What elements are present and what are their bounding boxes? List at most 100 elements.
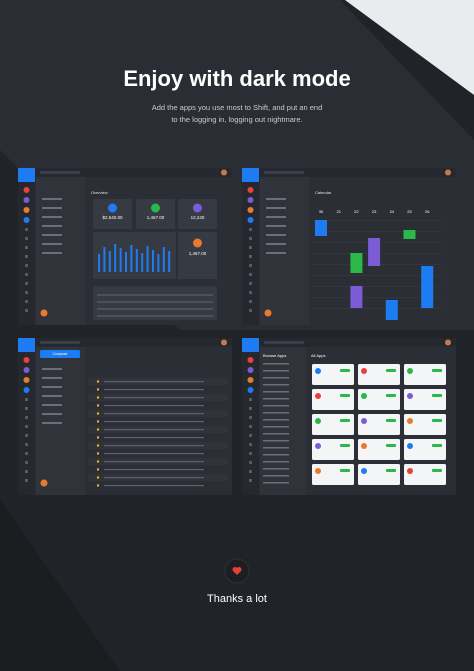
category-item [263,391,289,393]
mail-text [104,389,204,391]
screens: Overview $2,540.00 1,467.00 12,240 1,467.00 C… [18,168,456,495]
category-item [263,412,289,414]
stat-value: 12,240 [191,215,205,220]
stat-value: $2,540.00 [102,215,123,220]
app-button [386,394,396,397]
compose-button [40,350,80,358]
search-bar [264,171,304,174]
panel-title: Calendar [315,190,332,195]
chart-bar [162,247,165,272]
mail-text [104,381,204,383]
app-dot [247,197,254,203]
rail-icon [25,479,28,482]
rail-icon [249,425,252,428]
chart-bar [119,248,122,272]
chart-bar [114,244,117,272]
category-item [263,370,289,372]
sidebar-item [42,368,62,370]
sidebar-item [42,243,62,245]
category-item [263,454,289,456]
app-button [386,369,396,372]
rail-icon [25,470,28,473]
logo-button [18,338,35,352]
sidebar [36,177,85,325]
rail-icon [249,282,252,285]
app-card [358,364,400,385]
mail-text [104,453,204,455]
app-button [432,469,442,472]
side-icon [193,238,202,248]
avatar [445,339,451,346]
app-icon [407,418,413,424]
sidebar [36,347,85,495]
table-row [97,301,213,303]
sidebar-item [42,377,62,379]
stat-card [136,199,175,229]
avatar [221,339,227,346]
category-item [263,475,289,477]
mail-text [104,437,204,439]
app-card [312,439,354,460]
app-dot [247,187,254,193]
rail-icon [249,228,252,231]
logo-button [242,338,259,352]
stat-icon [193,203,202,213]
app-dot [247,387,254,393]
app-button [386,444,396,447]
top-bar [18,338,232,347]
star [96,460,100,463]
search-bar [40,171,80,174]
search-bar [264,341,304,344]
mail-text [104,405,204,407]
title: Enjoy with dark mode [123,66,350,91]
search-bar [40,341,80,344]
app-dot [23,207,30,213]
sidebar-item [42,252,62,254]
panel-subtitle: All Apps [311,353,325,358]
app-card [358,439,400,460]
rail-icon [249,416,252,419]
star [96,396,100,399]
star [96,468,100,471]
event [403,230,416,239]
day-label: 25 [407,209,412,214]
sidebar-item [266,225,286,227]
logo-button [18,168,35,182]
star [96,412,100,415]
chart-bar [168,251,171,272]
app-dot [23,357,30,363]
stat-value: 1,467.00 [147,215,165,220]
rail-icon [249,479,252,482]
bg-corner [345,0,474,95]
star [96,484,100,487]
subtitle: Add the apps you use most to Shift, and … [152,103,323,112]
category-item [263,433,289,435]
event [315,220,327,236]
rail-icon [25,300,28,303]
rail-icon [249,434,252,437]
app-card [312,464,354,485]
event [350,253,363,273]
sidebar-item [42,404,62,406]
app-icon [407,393,413,399]
event [385,300,398,320]
sidebar-item [266,216,286,218]
chart-bar [152,250,154,272]
rail-icon [25,237,28,240]
rail-icon [249,237,252,240]
avatar [445,169,451,176]
app-card [312,414,354,435]
day-label: 22 [354,209,359,214]
app-icon [407,368,413,374]
category-item [263,405,289,407]
sidebar-item [42,386,62,388]
rail-icon [25,228,28,231]
category-item [263,419,289,421]
app-dot [23,367,30,373]
sidebar-item [42,225,62,227]
sidebar-item [42,422,62,424]
chart-bar [141,253,144,272]
chart-bar [146,246,149,272]
